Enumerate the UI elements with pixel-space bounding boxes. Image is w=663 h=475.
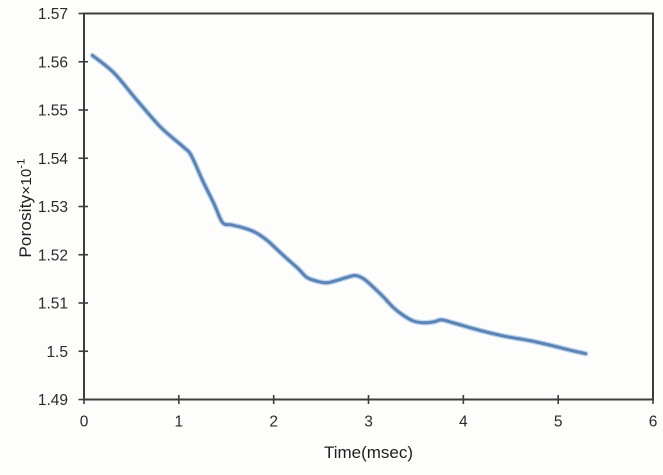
- y-tick-label: 1.5: [46, 344, 68, 361]
- y-tick-label: 1.57: [38, 6, 68, 23]
- x-tick-label: 6: [649, 414, 658, 431]
- y-tick-label: 1.56: [38, 54, 68, 71]
- y-tick-label: 1.53: [38, 199, 68, 216]
- x-tick-label: 1: [175, 414, 184, 431]
- y-tick-label: 1.54: [38, 151, 69, 168]
- y-axis-title-multiplier: ×10: [18, 168, 35, 195]
- x-tick-label: 0: [80, 414, 89, 431]
- plot-border: [83, 12, 654, 401]
- y-tick-label: 1.52: [38, 247, 68, 264]
- y-tick-label: 1.51: [38, 296, 68, 313]
- y-axis-title-main: Porosity: [16, 194, 35, 258]
- x-axis-title: Time(msec): [323, 443, 414, 462]
- y-tick-label: 1.49: [38, 392, 68, 409]
- x-tick-label: 2: [269, 414, 278, 431]
- x-tick-label: 4: [459, 414, 468, 431]
- x-tick-label: 3: [364, 414, 373, 431]
- porosity-line: [91, 53, 588, 356]
- porosity-line-halo: [89, 52, 589, 357]
- y-tick-label: 1.55: [38, 103, 68, 120]
- y-axis-title-exponent: -1: [15, 158, 28, 169]
- x-tick-label: 5: [554, 414, 563, 431]
- y-axis-title: Porosity×10-1: [15, 158, 36, 258]
